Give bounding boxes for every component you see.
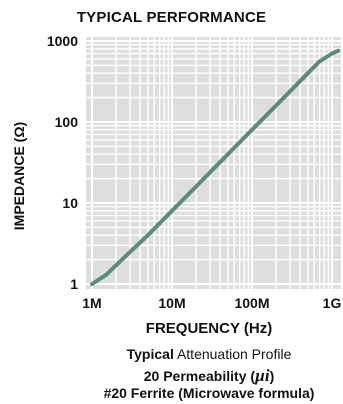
x-tick-label: 10M bbox=[158, 295, 185, 311]
y-tick-label: 1000 bbox=[47, 33, 78, 49]
x-tick-label: 100M bbox=[234, 295, 269, 311]
caption-paren: ) bbox=[269, 368, 275, 384]
caption-typical: Typical bbox=[126, 346, 174, 362]
y-tick-label: 1 bbox=[70, 276, 78, 292]
plot-background bbox=[86, 37, 341, 289]
impedance-line bbox=[90, 48, 341, 286]
y-tick-label: 100 bbox=[55, 114, 79, 130]
x-tick-labels: 1M 10M 100M 1G bbox=[82, 295, 341, 311]
caption-line-3: #20 Ferrite (Microwave formula) bbox=[103, 385, 315, 401]
x-tick-label: 1G bbox=[323, 295, 342, 311]
caption-mu-symbol: µi bbox=[255, 366, 270, 385]
y-tick-labels: 1 10 100 1000 bbox=[47, 33, 78, 292]
caption-line-2: 20 Permeability (µi) bbox=[0, 366, 343, 386]
x-tick-label: 1M bbox=[82, 295, 101, 311]
y-tick-label: 10 bbox=[62, 195, 78, 211]
x-axis-label: FREQUENCY (Hz) bbox=[145, 320, 273, 337]
caption-permeability: 20 Permeability ( bbox=[143, 368, 256, 384]
chart-title: TYPICAL PERFORMANCE bbox=[76, 9, 267, 26]
caption-attenuation: Attenuation Profile bbox=[173, 346, 292, 362]
caption-line-1: Typical Attenuation Profile bbox=[0, 346, 343, 362]
